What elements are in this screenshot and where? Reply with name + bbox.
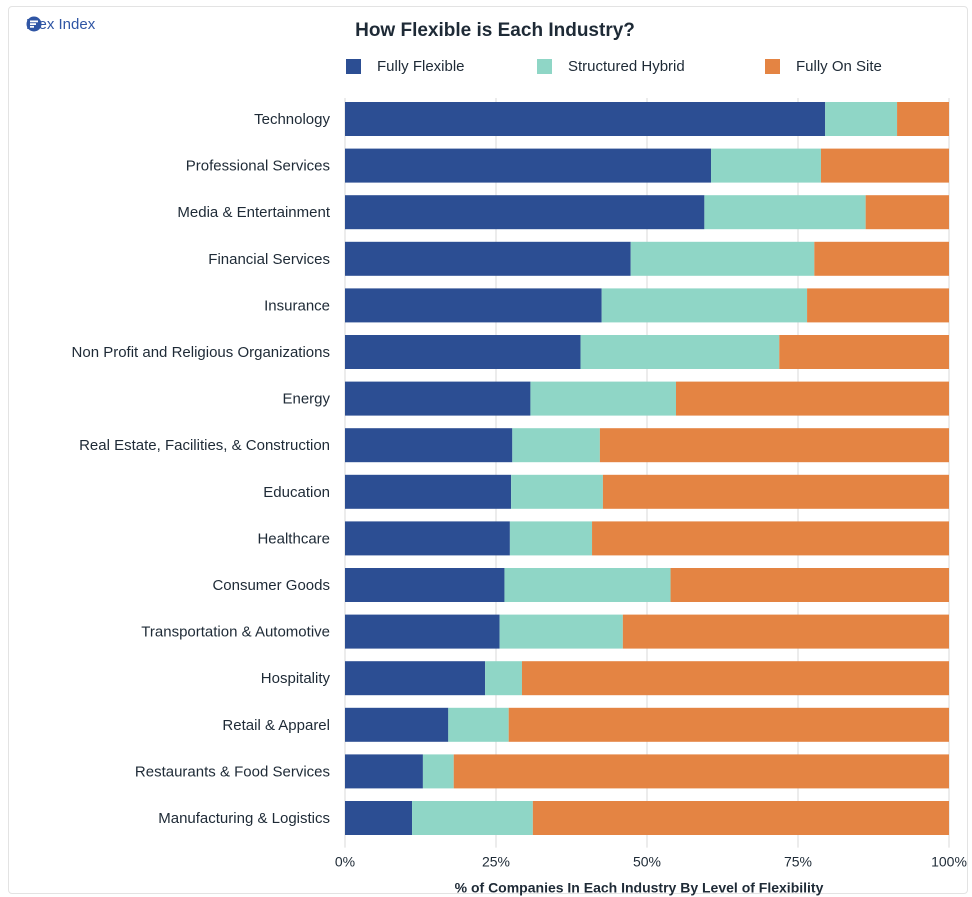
bar-fully-on-site xyxy=(897,102,949,136)
x-tick-label: 0% xyxy=(335,854,355,870)
bar-fully-on-site xyxy=(521,661,949,696)
bar-fully-flexible xyxy=(345,195,705,230)
category-label: Energy xyxy=(282,391,330,408)
legend-label: Fully On Site xyxy=(796,58,882,75)
bar-fully-on-site xyxy=(675,381,949,416)
bar-fully-flexible xyxy=(345,335,581,369)
bar-structured-hybrid xyxy=(630,241,815,276)
x-tick-label: 75% xyxy=(784,854,812,870)
bar-fully-flexible xyxy=(345,707,449,742)
flex-index-logo-icon xyxy=(26,16,42,32)
bar-fully-on-site xyxy=(814,241,949,276)
bar-fully-flexible xyxy=(345,241,631,276)
bar-structured-hybrid xyxy=(509,521,593,556)
chart-title: How Flexible is Each Industry? xyxy=(355,20,635,41)
bar-fully-flexible xyxy=(345,428,513,463)
legend-item-structured-hybrid: Structured Hybrid xyxy=(537,58,685,75)
bar-fully-on-site xyxy=(622,614,949,649)
x-tick-label: 50% xyxy=(633,854,661,870)
bar-fully-on-site xyxy=(865,195,949,230)
bar-structured-hybrid xyxy=(580,335,780,369)
category-label: Manufacturing & Logistics xyxy=(158,810,330,827)
bar-fully-on-site xyxy=(599,428,949,463)
category-label: Technology xyxy=(254,111,330,128)
bar-fully-flexible xyxy=(345,614,500,649)
bar-fully-on-site xyxy=(820,148,949,183)
bar-structured-hybrid xyxy=(512,428,600,463)
bar-fully-flexible xyxy=(345,288,602,323)
bar-structured-hybrid xyxy=(511,474,603,509)
brand-name: Flex Index xyxy=(26,16,96,33)
x-tick-label: 100% xyxy=(931,854,967,870)
bar-structured-hybrid xyxy=(504,568,671,602)
bar-fully-flexible xyxy=(345,801,413,835)
category-label: Restaurants & Food Services xyxy=(135,763,330,780)
bar-structured-hybrid xyxy=(499,614,623,649)
bar-fully-flexible xyxy=(345,474,512,509)
legend-item-fully-flexible: Fully Flexible xyxy=(346,58,465,75)
legend-label: Structured Hybrid xyxy=(568,58,685,75)
category-label: Transportation & Automotive xyxy=(141,624,330,641)
legend-swatch xyxy=(537,59,552,74)
bar-fully-flexible xyxy=(345,754,423,789)
legend-swatch xyxy=(346,59,361,74)
bar-structured-hybrid xyxy=(530,381,676,416)
bar-fully-flexible xyxy=(345,521,510,556)
category-label: Education xyxy=(263,484,330,501)
category-label: Financial Services xyxy=(208,251,330,268)
bar-fully-flexible xyxy=(345,381,531,416)
bar-fully-on-site xyxy=(779,335,949,369)
category-label: Real Estate, Facilities, & Construction xyxy=(79,437,330,454)
category-label: Hospitality xyxy=(261,670,331,687)
bar-structured-hybrid xyxy=(422,754,454,789)
bar-fully-on-site xyxy=(532,801,949,835)
bar-structured-hybrid xyxy=(485,661,522,696)
brand-logo: Flex Index xyxy=(26,16,95,33)
category-label: Professional Services xyxy=(186,158,330,175)
bar-fully-on-site xyxy=(508,707,949,742)
bar-fully-flexible xyxy=(345,102,826,136)
bar-fully-flexible xyxy=(345,148,712,183)
category-label: Consumer Goods xyxy=(212,577,330,594)
bar-structured-hybrid xyxy=(704,195,866,230)
bar-structured-hybrid xyxy=(711,148,821,183)
bar-structured-hybrid xyxy=(601,288,808,323)
bar-fully-on-site xyxy=(807,288,949,323)
bar-fully-on-site xyxy=(453,754,949,789)
category-label: Non Profit and Religious Organizations xyxy=(72,344,330,361)
x-axis-title: % of Companies In Each Industry By Level… xyxy=(455,880,824,896)
chart-legend: Fully Flexible Structured Hybrid Fully O… xyxy=(0,58,972,78)
bar-fully-on-site xyxy=(602,474,949,509)
legend-item-fully-on-site: Fully On Site xyxy=(765,58,882,75)
x-tick-label: 25% xyxy=(482,854,510,870)
category-label: Healthcare xyxy=(257,530,330,547)
bar-structured-hybrid xyxy=(448,707,509,742)
bar-fully-flexible xyxy=(345,661,486,696)
bar-fully-on-site xyxy=(592,521,949,556)
legend-label: Fully Flexible xyxy=(377,58,465,75)
category-label: Retail & Apparel xyxy=(222,717,330,734)
bar-structured-hybrid xyxy=(825,102,898,136)
bar-structured-hybrid xyxy=(412,801,533,835)
bar-fully-flexible xyxy=(345,568,505,602)
category-label: Insurance xyxy=(264,297,330,314)
bar-fully-on-site xyxy=(670,568,949,602)
legend-swatch xyxy=(765,59,780,74)
category-label: Media & Entertainment xyxy=(177,204,330,221)
